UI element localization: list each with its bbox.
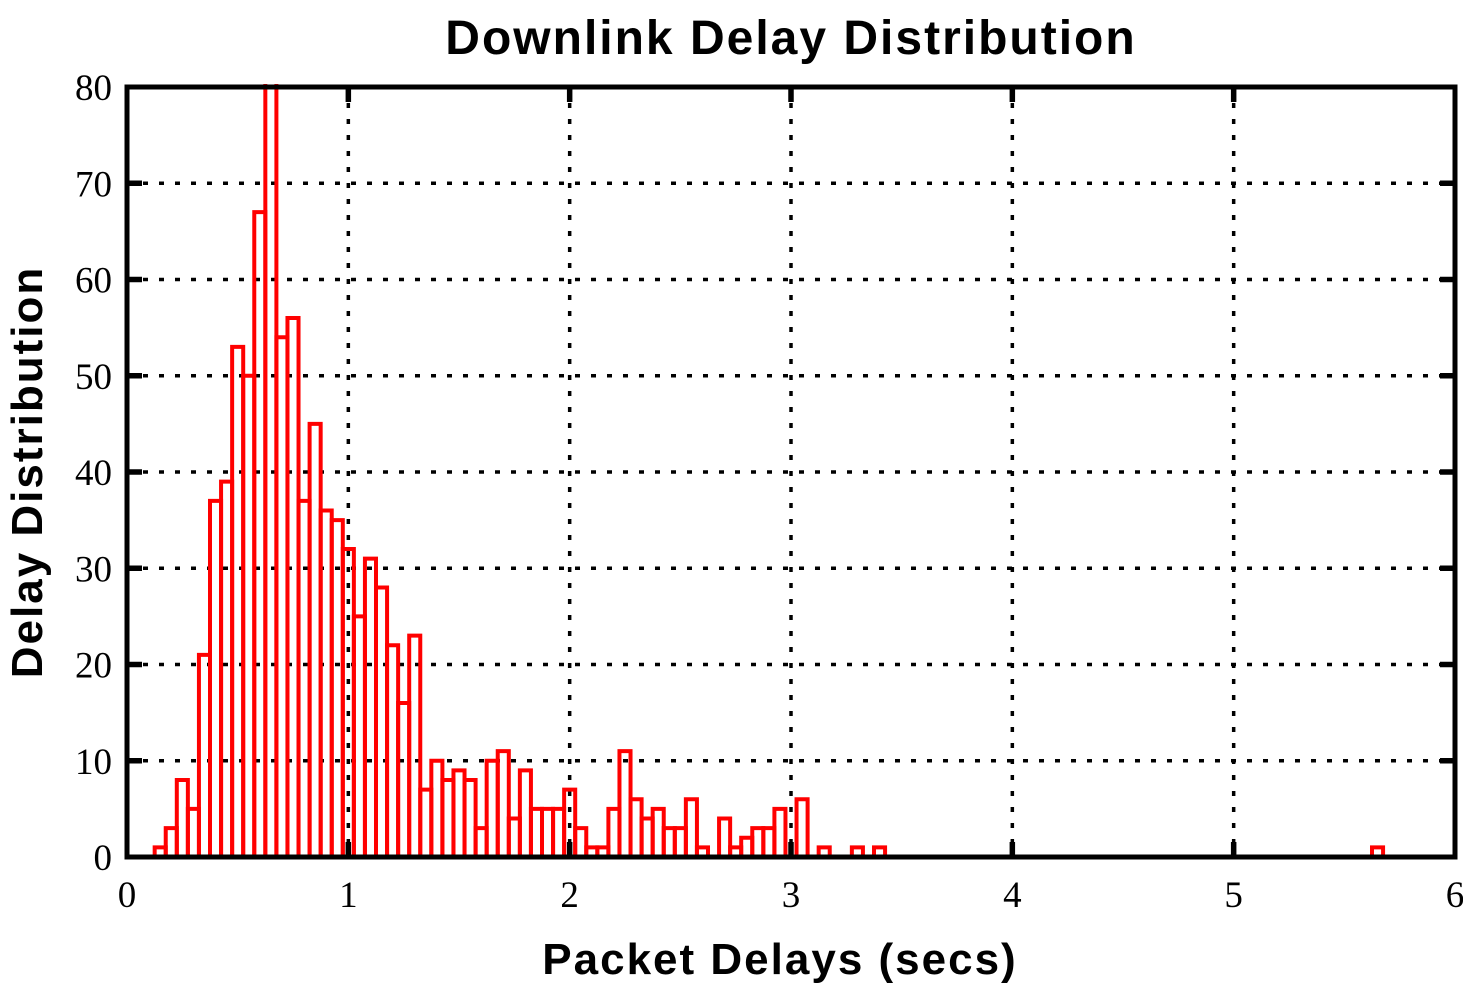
x-axis-label: Packet Delays (secs) — [542, 935, 1017, 984]
y-tick-label: 40 — [75, 453, 112, 494]
gridlines — [127, 87, 1455, 857]
axis-ticks — [127, 87, 1455, 857]
chart-title: Downlink Delay Distribution — [445, 12, 1136, 65]
x-tick-label: 4 — [1003, 875, 1022, 916]
y-tick-label: 20 — [75, 646, 112, 687]
y-axis-label: Delay Distribution — [3, 266, 52, 679]
x-tick-label: 5 — [1224, 875, 1243, 916]
y-tick-label: 30 — [75, 549, 112, 590]
x-tick-label: 0 — [118, 875, 137, 916]
y-tick-label: 70 — [75, 164, 112, 205]
x-tick-label: 3 — [782, 875, 801, 916]
y-tick-label: 10 — [75, 742, 112, 783]
histogram-bar — [794, 797, 810, 859]
y-tick-label: 50 — [75, 357, 112, 398]
histogram-bar — [772, 806, 788, 859]
y-tick-label: 60 — [75, 261, 112, 302]
y-tick-label: 80 — [75, 68, 112, 109]
histogram-bars — [152, 84, 1386, 859]
x-tick-label: 6 — [1446, 875, 1463, 916]
x-tick-label: 2 — [560, 875, 579, 916]
y-tick-label: 0 — [94, 838, 113, 879]
x-tick-label: 1 — [339, 875, 358, 916]
